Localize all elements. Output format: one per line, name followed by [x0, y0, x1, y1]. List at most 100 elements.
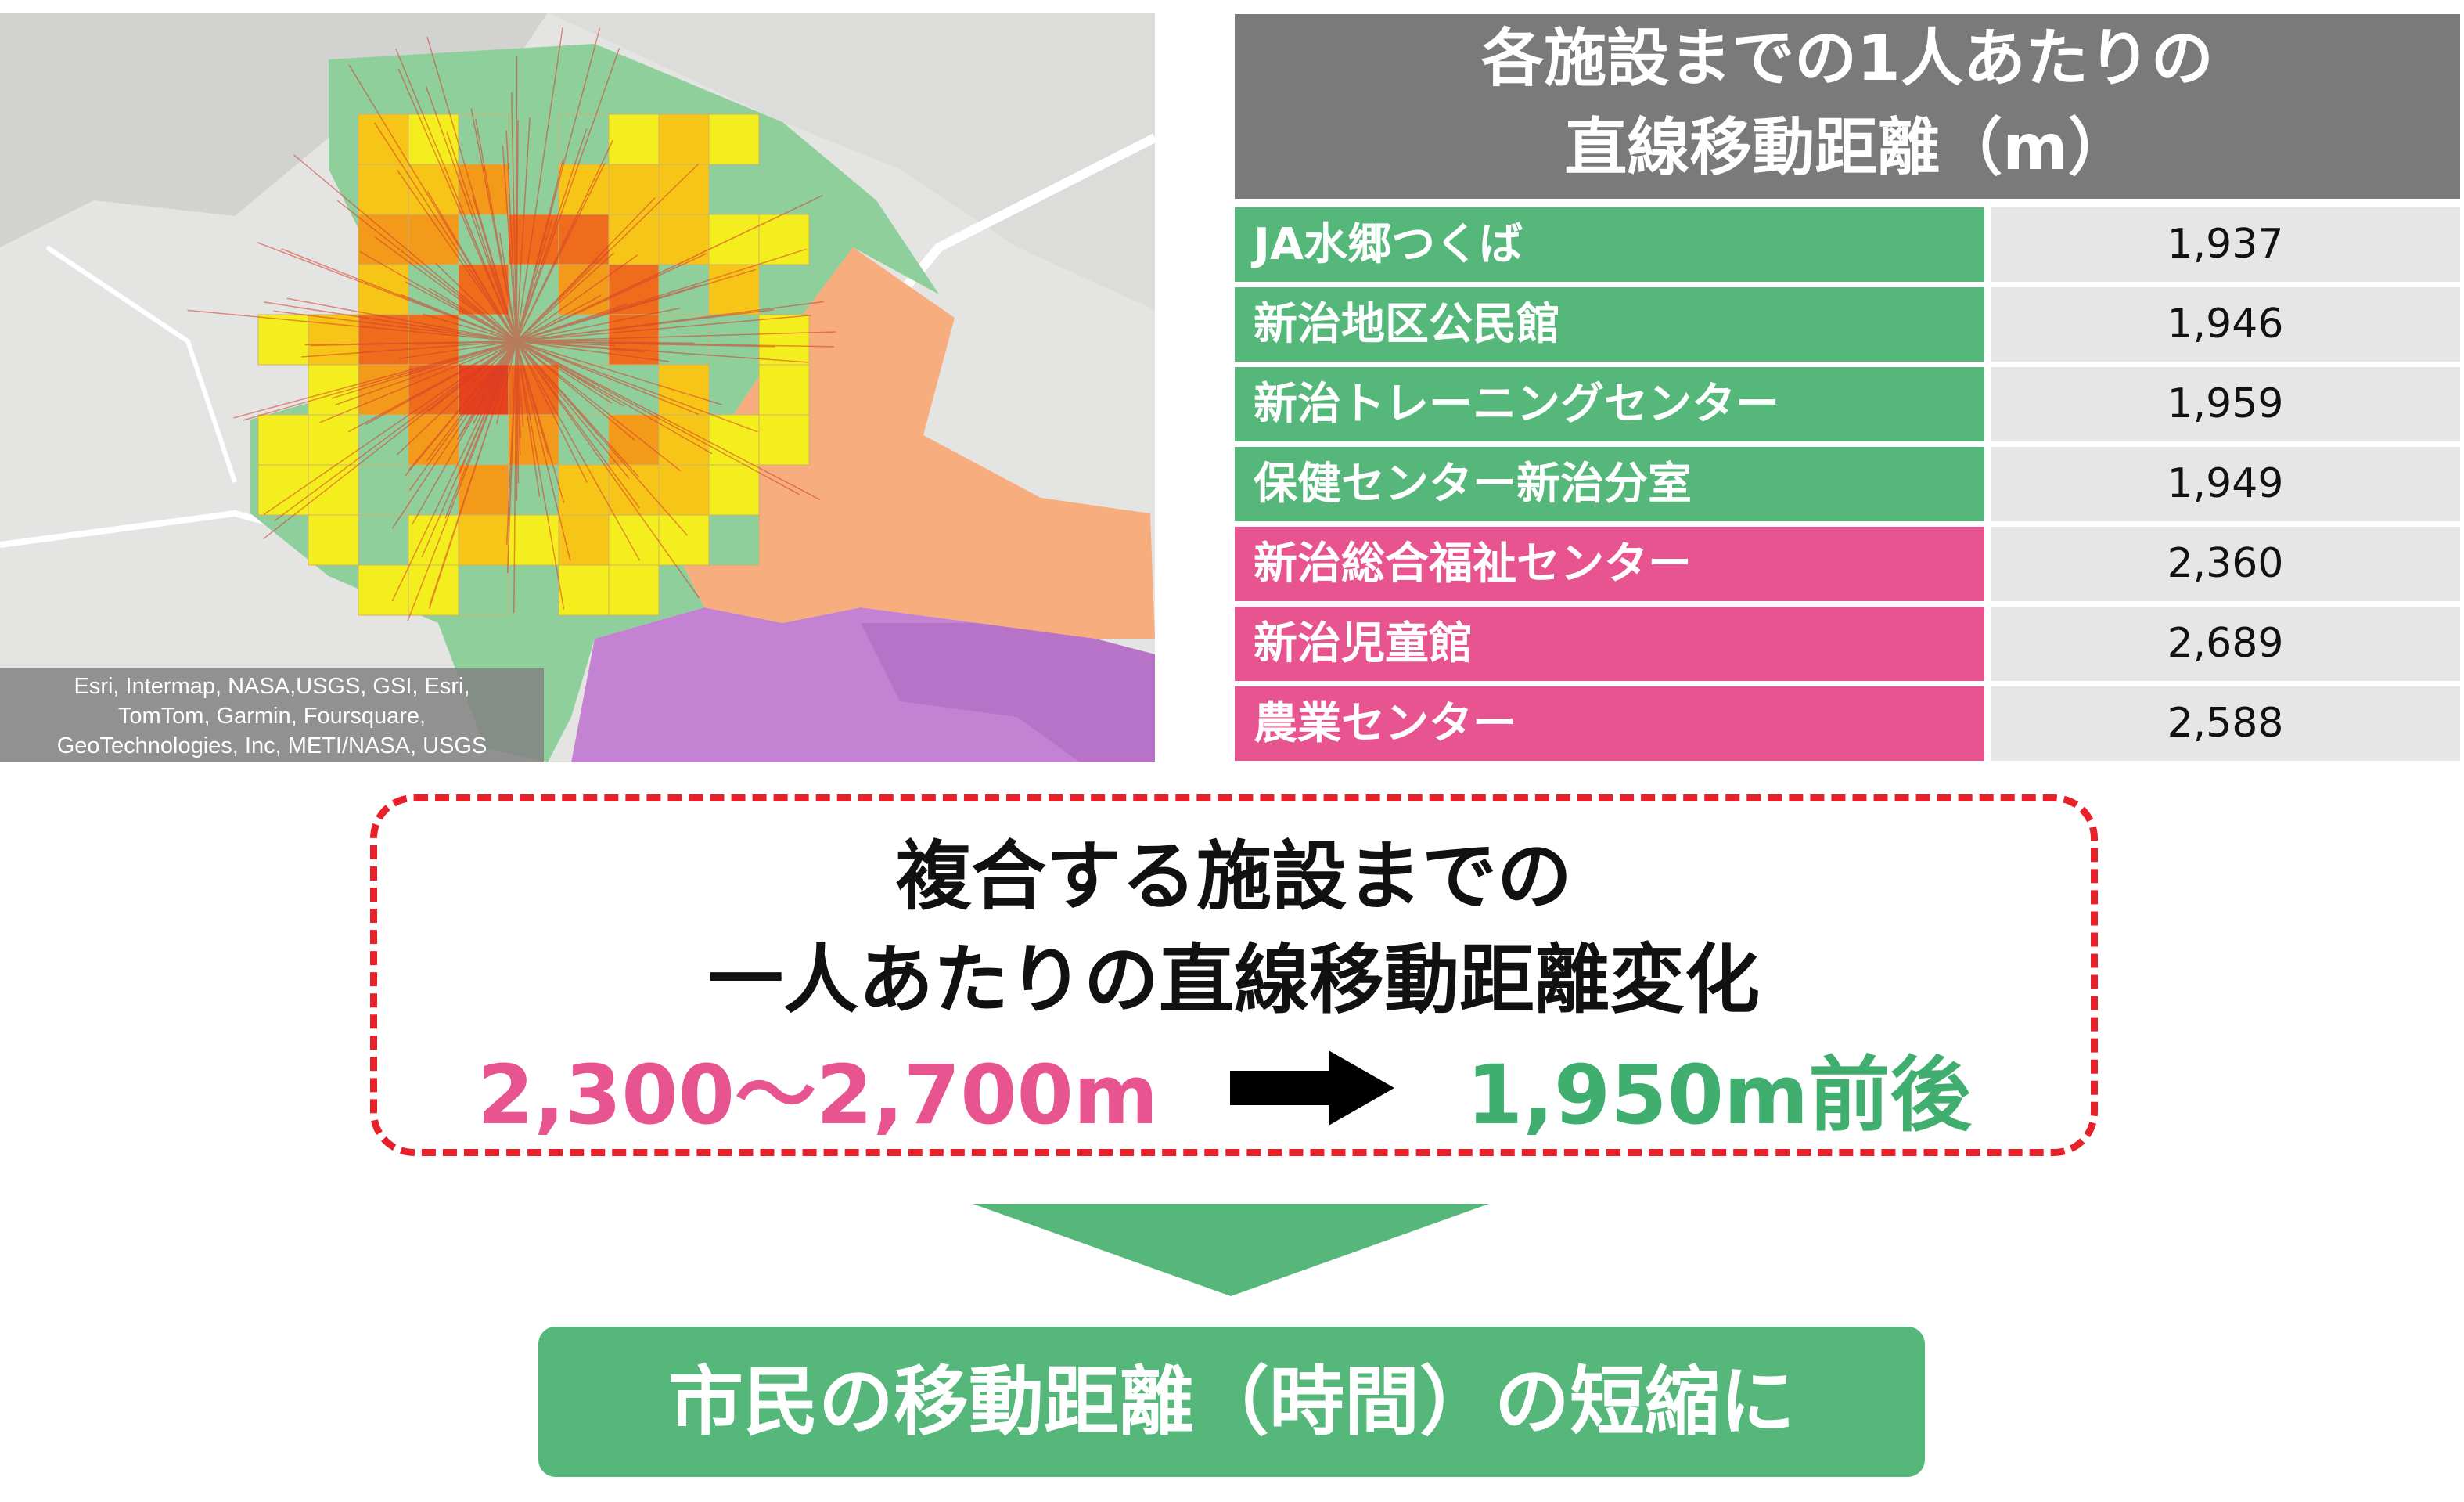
distance-ray	[516, 340, 758, 433]
result-banner: 市民の移動距離（時間）の短縮に	[538, 1327, 1925, 1477]
distance-ray	[516, 303, 628, 342]
distance-ray	[505, 130, 517, 342]
heat-cell	[358, 564, 409, 616]
distance-ray	[516, 164, 700, 342]
heat-cell	[358, 214, 409, 265]
heat-cell	[408, 564, 459, 616]
distance-ray	[426, 190, 517, 342]
heat-cell	[558, 113, 610, 165]
heat-cell	[758, 414, 810, 466]
distance-change-callout: 複合する施設までの 一人あたりの直線移動距離変化 2,300～2,700m 1,…	[370, 794, 2098, 1156]
distance-ray	[263, 340, 517, 516]
current-distance: 2,300～2,700m	[477, 1047, 1159, 1143]
attribution-line: TomTom, Garmin, Foursquare,	[117, 704, 426, 729]
heat-cell	[308, 414, 359, 466]
distance-ray	[516, 294, 602, 342]
distance-ray	[332, 340, 517, 399]
distance-ray	[374, 236, 517, 342]
distance-ray	[516, 340, 695, 344]
distance-ray	[502, 146, 517, 342]
distance-ray	[516, 139, 613, 342]
distance-ray	[516, 340, 565, 610]
distance-ray	[399, 340, 517, 359]
table-row: 新治地区公民館 1,946	[1235, 287, 2460, 362]
heat-cell	[708, 214, 760, 265]
heat-cell	[608, 564, 660, 616]
distance-ray	[407, 340, 517, 621]
distance-ray	[516, 254, 638, 342]
heat-cell	[458, 113, 509, 165]
distance-ray	[300, 340, 517, 358]
distance-value: 2,588	[1991, 686, 2460, 761]
distance-ray	[516, 340, 588, 483]
heat-cell	[758, 314, 810, 366]
distance-ray	[243, 340, 517, 421]
distance-ray	[516, 27, 563, 342]
distance-value: 1,959	[1991, 367, 2460, 441]
distance-ray	[470, 108, 517, 342]
distance-ray	[516, 340, 682, 472]
distance-ray	[516, 117, 531, 342]
heat-cell	[558, 564, 610, 616]
distance-ray	[446, 340, 517, 425]
table-row: 農業センター 2,588	[1235, 686, 2460, 761]
distance-ray	[516, 128, 588, 342]
heat-cell	[658, 464, 710, 516]
distance-ray	[516, 340, 641, 509]
facility-name: JA水郷つくば	[1235, 207, 1984, 282]
heat-cell	[608, 113, 660, 165]
heat-cell	[708, 514, 760, 566]
distance-ray	[336, 200, 517, 342]
distance-value: 1,946	[1991, 287, 2460, 362]
distance-ray	[425, 85, 517, 342]
heat-cell	[708, 464, 760, 516]
heat-cell	[508, 514, 559, 566]
distance-ray	[516, 340, 571, 561]
table-row: 保健センター新治分室 1,949	[1235, 447, 2460, 521]
distance-ray	[516, 56, 518, 342]
callout-line-2: 一人あたりの直線移動距離変化	[708, 936, 1760, 1024]
distance-ray	[257, 241, 517, 342]
distance-ray	[516, 340, 645, 353]
table-header-line: 直線移動距離（m）	[1564, 111, 2131, 184]
heat-cell	[608, 214, 660, 265]
distance-ray	[516, 340, 624, 407]
table-row: 新治トレーニングセンター 1,959	[1235, 367, 2460, 441]
distance-ray	[415, 340, 517, 345]
down-arrow-icon	[973, 1204, 1489, 1296]
facility-name: 新治地区公民館	[1235, 287, 1984, 362]
distance-ray	[335, 340, 517, 405]
heat-cell	[358, 464, 409, 516]
table-row: 新治総合福祉センター 2,360	[1235, 527, 2460, 601]
distance-ray	[396, 169, 517, 342]
distance-value: 2,689	[1991, 607, 2460, 681]
new-distance: 1,950m前後	[1466, 1047, 1972, 1143]
distance-ray	[516, 315, 811, 342]
heat-cell	[608, 464, 660, 516]
distance-ray	[516, 340, 800, 495]
attribution-line: GeoTechnologies, Inc, METI/NASA, USGS	[56, 733, 487, 758]
distance-ray	[510, 92, 517, 342]
distance-ray	[293, 154, 517, 342]
distance-ray	[408, 340, 517, 492]
map-panel[interactable]: Esri, Intermap, NASA,USGS, GSI, Esri, To…	[0, 13, 1155, 762]
heat-cell	[558, 514, 610, 566]
heat-cell	[408, 514, 459, 566]
heat-cell	[358, 164, 409, 215]
heat-cell	[758, 364, 810, 416]
distance-ray	[516, 340, 635, 441]
heat-cell	[458, 514, 509, 566]
heat-cell	[257, 464, 309, 516]
distance-ray	[347, 340, 517, 433]
distance-ray	[286, 297, 517, 342]
table-header: 各施設までの1人あたりの 直線移動距離（m）	[1235, 14, 2460, 199]
heat-cell	[458, 564, 509, 616]
distance-ray	[516, 48, 620, 342]
distance-ray	[516, 340, 541, 497]
distance-ray	[429, 340, 517, 609]
distance-ray	[516, 340, 524, 427]
distance-ray	[516, 340, 630, 479]
distance-ray	[516, 295, 667, 342]
distance-ray	[516, 27, 601, 342]
distance-ray	[397, 340, 517, 456]
